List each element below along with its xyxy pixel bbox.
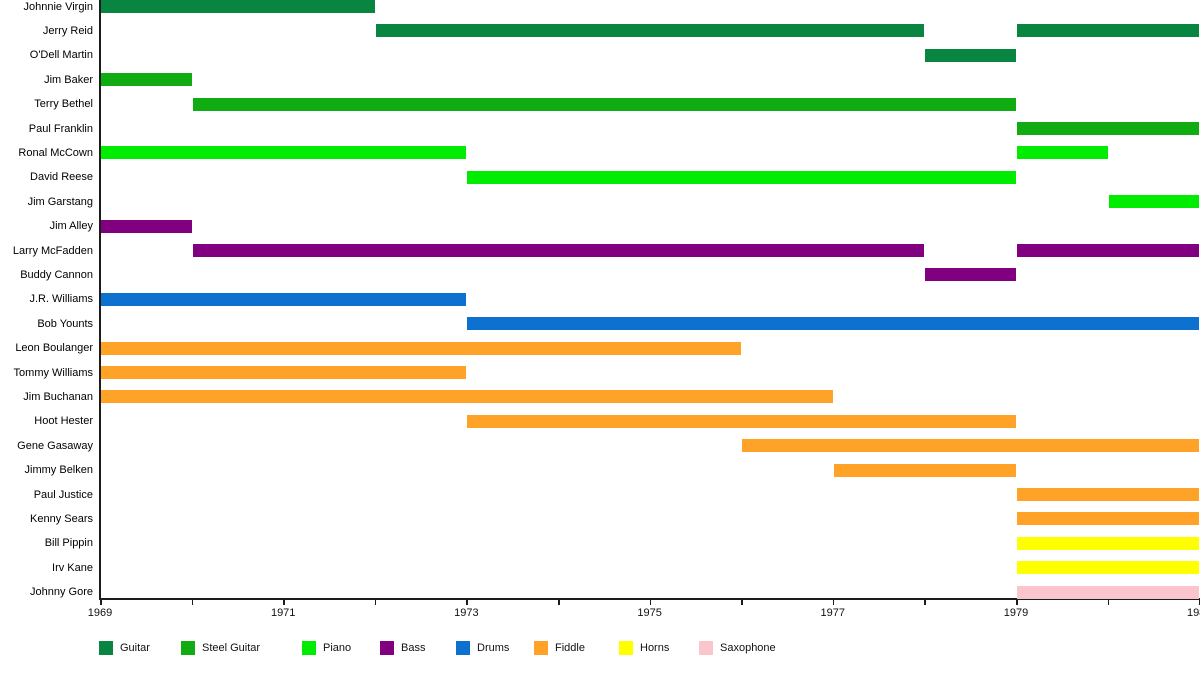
timeline-bar (1017, 24, 1200, 38)
member-label: Jimmy Belken (24, 464, 93, 477)
timeline-bar (833, 463, 1016, 477)
timeline-bar (101, 366, 467, 379)
member-label: Buddy Cannon (20, 268, 93, 281)
timeline-bar (467, 317, 1200, 331)
member-label: Larry McFadden (12, 244, 93, 257)
legend-label: Drums (477, 642, 510, 654)
axis-tick (741, 600, 743, 605)
axis-tick (283, 600, 285, 605)
member-label: Jim Alley (49, 220, 93, 233)
member-label: Bill Pippin (44, 537, 93, 550)
member-label: J.R. Williams (29, 293, 93, 306)
axis-tick (649, 600, 652, 605)
timeline-bar (742, 439, 1200, 453)
timeline-bar (467, 414, 1016, 428)
member-label: Leon Boulanger (15, 342, 93, 355)
member-label: Hoot Hester (34, 415, 93, 428)
timeline-bar (101, 146, 467, 160)
timeline-bar (101, 73, 192, 87)
timeline-bar (101, 341, 742, 355)
member-label: Jim Baker (44, 73, 93, 86)
timeline-bar (925, 268, 1016, 282)
timeline-bar (101, 292, 467, 306)
member-label: Tommy Williams (13, 366, 93, 379)
timeline-bar (1017, 488, 1200, 501)
legend-label: Guitar (120, 642, 150, 654)
legend-label: Steel Guitar (202, 642, 261, 654)
axis-tick (832, 600, 835, 605)
axis-tick (924, 600, 926, 605)
axis-tick-label: 1975 (637, 607, 662, 619)
member-label: Paul Justice (33, 488, 93, 501)
member-label: Jerry Reid (42, 24, 93, 37)
axis-tick-label: 1977 (820, 607, 846, 619)
timeline-bar (1017, 122, 1200, 135)
axis-tick-label: 1971 (270, 607, 296, 619)
member-label: O'Dell Martin (29, 49, 93, 62)
member-label: Johnnie Virgin (23, 0, 93, 13)
timeline-bar (467, 170, 1016, 184)
legend-swatch (619, 641, 633, 655)
axis-tick (1016, 600, 1018, 605)
legend-label: Horns (640, 642, 670, 654)
member-label: Terry Bethel (34, 98, 93, 111)
timeline-bar (1017, 146, 1108, 160)
legend-swatch (699, 641, 713, 655)
member-label: Irv Kane (52, 561, 93, 574)
timeline-bar (925, 48, 1016, 62)
timeline-bar (101, 390, 833, 404)
axis-tick (1107, 600, 1110, 605)
member-label: Gene Gasaway (17, 439, 93, 452)
legend-swatch (456, 641, 470, 655)
legend-label: Bass (401, 642, 426, 654)
axis-tick (558, 600, 560, 605)
member-label: Johnny Gore (30, 586, 93, 599)
timeline-bar (192, 97, 1016, 111)
member-label: Kenny Sears (30, 512, 93, 525)
axis-tick-label: 1979 (1003, 607, 1029, 619)
member-label: David Reese (30, 171, 93, 184)
timeline-bar (192, 244, 925, 257)
axis-tick (100, 600, 102, 605)
timeline-bar (1017, 512, 1200, 526)
member-label: Paul Franklin (28, 122, 93, 135)
member-label: Bob Younts (37, 317, 93, 330)
timeline-bar (1017, 244, 1200, 257)
axis-tick (374, 600, 377, 605)
legend-swatch (302, 641, 316, 655)
axis-tick (191, 600, 194, 605)
timeline-bar (1017, 561, 1200, 575)
axis-tick-label: 1981 (1186, 607, 1200, 619)
legend-swatch (534, 641, 548, 655)
timeline-bar (375, 24, 925, 38)
y-axis-line (99, 0, 101, 600)
axis-tick (466, 600, 468, 605)
member-label: Jim Buchanan (23, 390, 93, 403)
legend-swatch (99, 641, 113, 655)
member-label: Ronal McCown (18, 146, 93, 159)
timeline-bar (1017, 585, 1200, 599)
axis-tick-label: 1973 (454, 607, 479, 619)
axis-tick-label: 1969 (87, 607, 113, 619)
member-label: Jim Garstang (27, 195, 93, 208)
legend-label: Fiddle (555, 642, 585, 654)
timeline-bar (101, 219, 192, 233)
legend-label: Saxophone (720, 642, 776, 654)
legend-label: Piano (323, 642, 352, 654)
timeline-bar (1108, 195, 1200, 209)
timeline-bar (1017, 536, 1200, 550)
x-axis-line (99, 598, 1200, 600)
timeline-bar (101, 0, 375, 13)
legend-swatch (181, 641, 195, 655)
legend-swatch (380, 641, 394, 655)
